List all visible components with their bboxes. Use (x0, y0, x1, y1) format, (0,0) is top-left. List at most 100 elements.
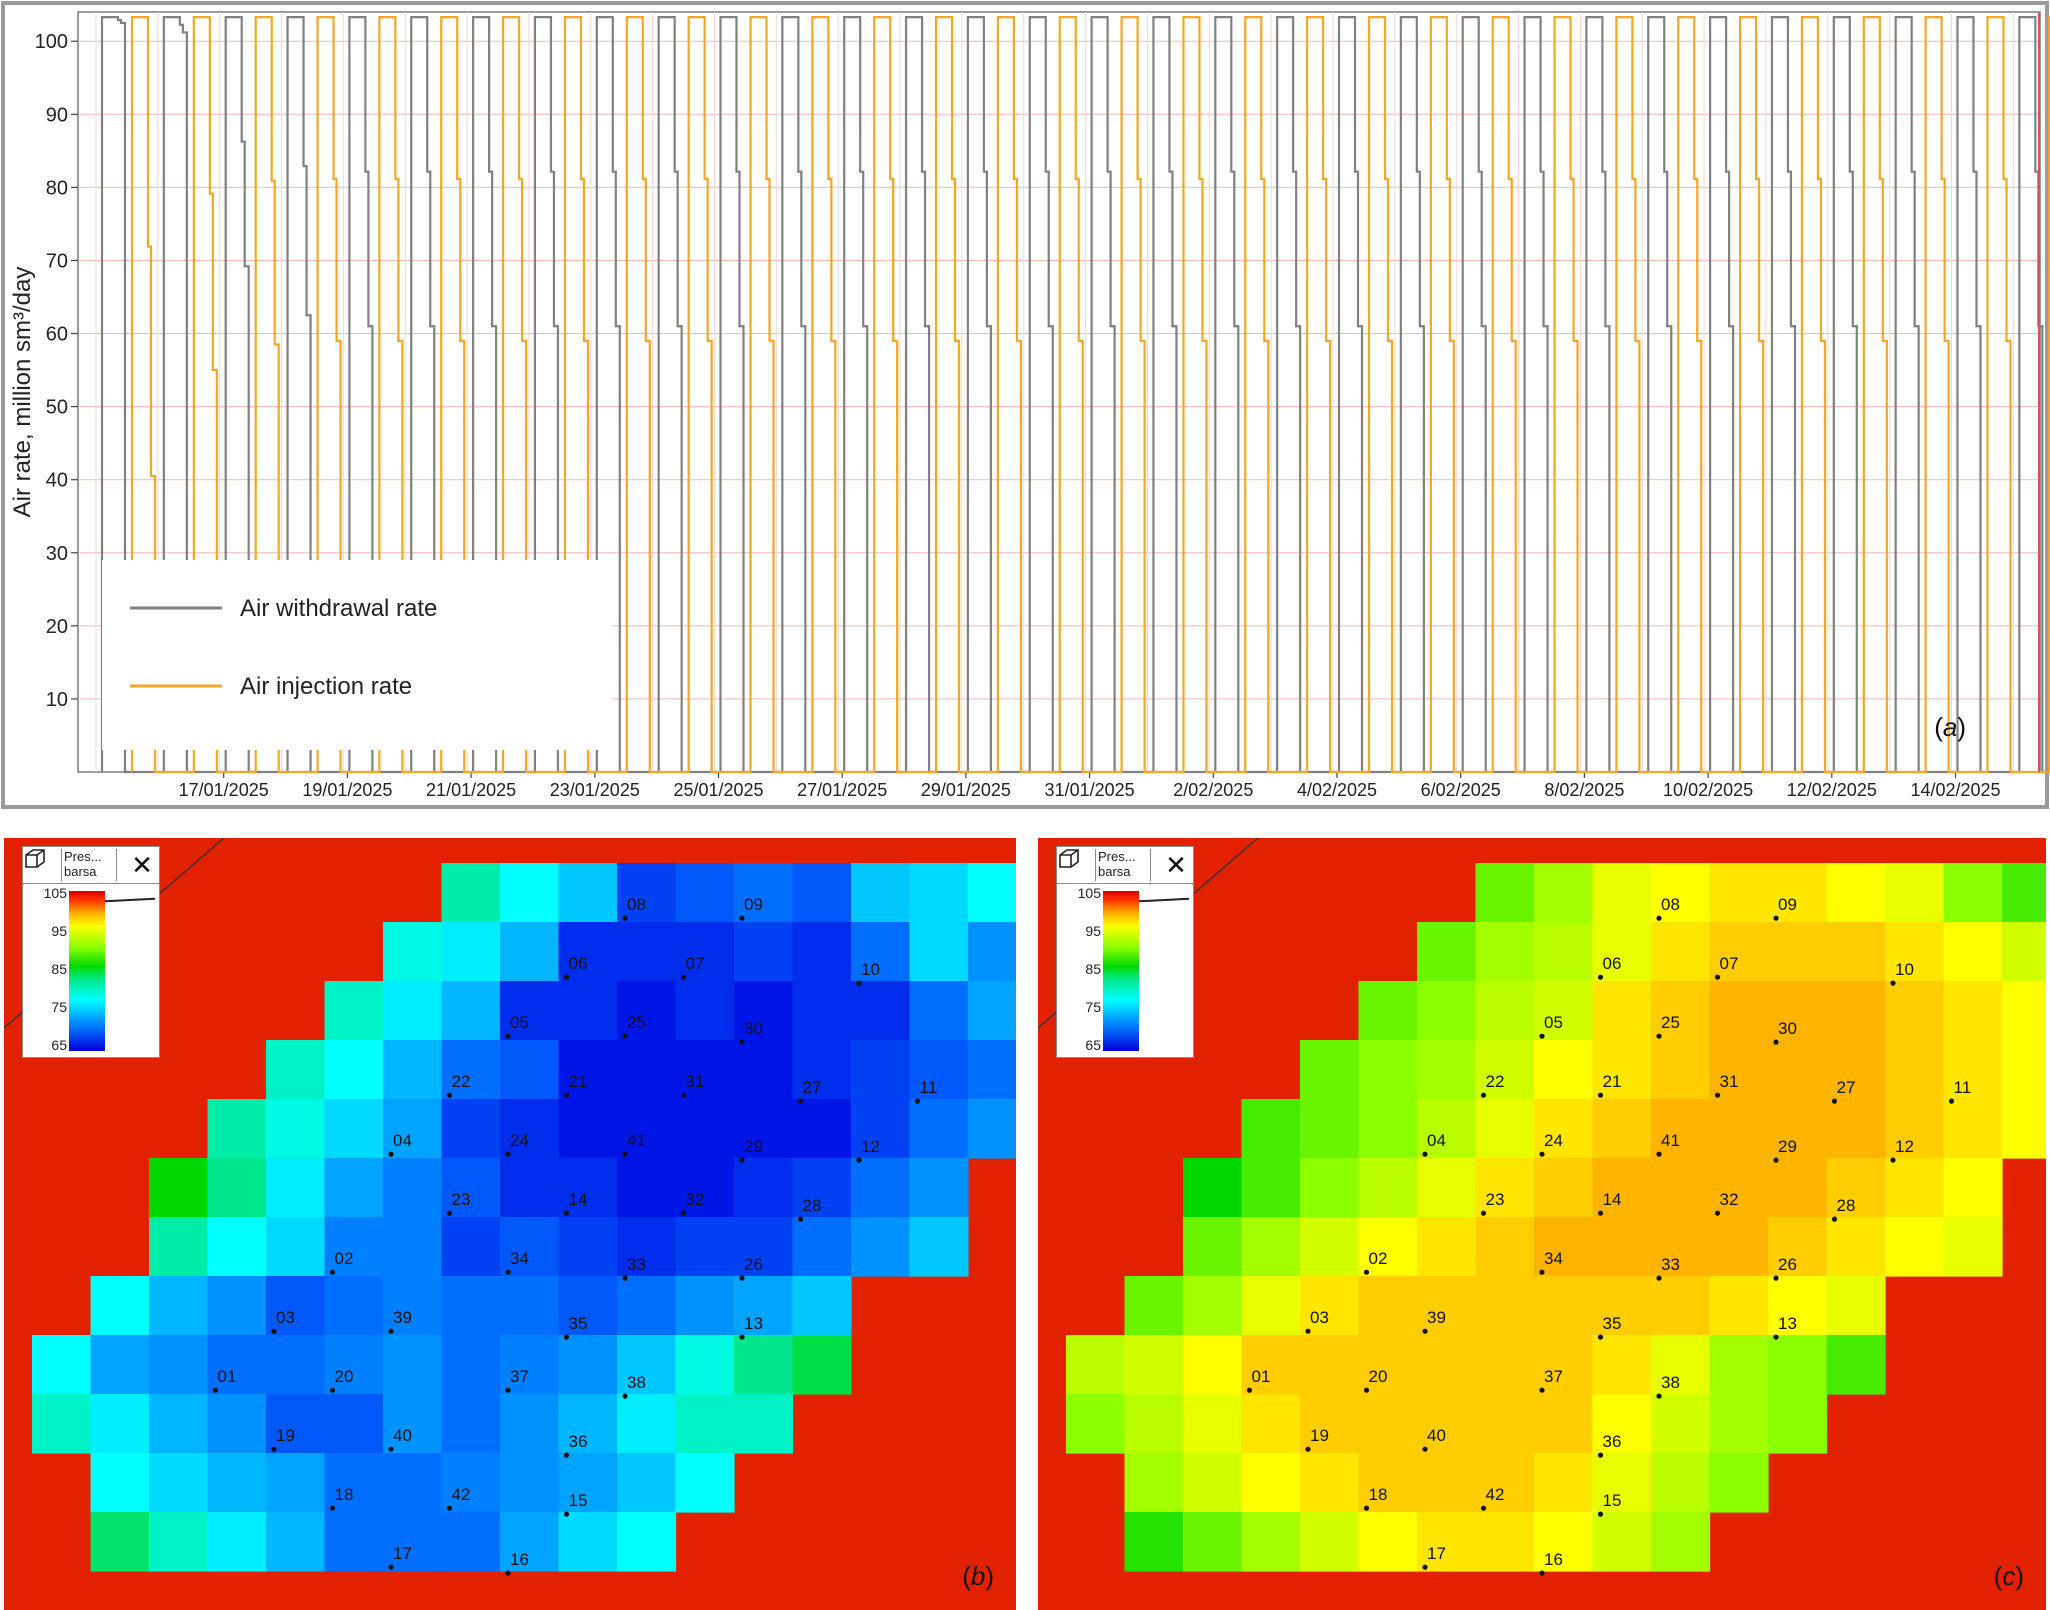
well-marker (1656, 1275, 1662, 1281)
grid-cell (500, 1040, 560, 1100)
grid-cell (1768, 1335, 1828, 1395)
well-label: 24 (510, 1131, 529, 1150)
well-marker (622, 915, 628, 921)
well-marker (271, 1446, 277, 1452)
well-marker (739, 1039, 745, 1045)
well-label: 41 (1661, 1131, 1680, 1150)
grid-cell (1475, 1335, 1535, 1395)
grid-cell (1300, 1335, 1360, 1395)
grid-cell (1768, 1276, 1828, 1336)
grid-cell (266, 1453, 326, 1513)
well-marker (739, 1275, 745, 1281)
grid-cell (1651, 922, 1711, 982)
grid-cell (32, 1394, 92, 1454)
cube-icon[interactable] (23, 847, 47, 871)
grid-cell (1768, 1158, 1828, 1218)
well-label: 23 (452, 1190, 471, 1209)
grid-cell (1417, 1394, 1477, 1454)
grid-cell (851, 981, 911, 1041)
grid-cell (1709, 1040, 1769, 1100)
grid-cell (1534, 1217, 1594, 1277)
grid-cell (1124, 1453, 1184, 1513)
grid-cell (1417, 1158, 1477, 1218)
grid-cell (1358, 1512, 1418, 1572)
grid-cell (149, 1276, 209, 1336)
well-marker (1305, 1446, 1311, 1452)
x-tick-label: 27/01/2025 (797, 780, 887, 800)
well-label: 11 (1954, 1078, 1972, 1097)
grid-cell (1885, 1158, 1945, 1218)
well-label: 37 (510, 1367, 529, 1386)
grid-cell (2002, 1099, 2046, 1159)
close-icon[interactable]: ✕ (1165, 850, 1187, 880)
well-marker (1539, 1387, 1545, 1393)
grid-cell (617, 1099, 677, 1159)
well-marker (1597, 1452, 1604, 1458)
grid-cell (500, 1276, 560, 1336)
well-marker (680, 974, 687, 980)
grid-cell (441, 863, 501, 923)
grid-cell (1826, 1276, 1886, 1336)
grid-cell (1241, 1335, 1301, 1395)
grid-cell (1651, 1217, 1711, 1277)
grid-cell (266, 1512, 326, 1572)
color-ramp (1103, 891, 1139, 1051)
grid-cell (1183, 1158, 1243, 1218)
legend-label-withdrawal: Air withdrawal rate (240, 595, 437, 622)
grid-cell (1592, 1217, 1652, 1277)
y-tick-label: 100 (35, 31, 68, 53)
well-marker (1773, 1334, 1779, 1340)
well-marker (388, 1328, 394, 1334)
grid-cell (2002, 981, 2046, 1041)
grid-cell (734, 1276, 794, 1336)
grid-cell (1358, 1217, 1418, 1277)
well-label: 22 (1486, 1072, 1505, 1091)
well-label: 04 (1427, 1131, 1446, 1150)
pressure-map-panel-b: 08 09 06 07 10 05 25 30 22 21 31 27 11 04 24 41 29 12 23 14… (4, 838, 1016, 1610)
x-tick-label: 17/01/2025 (179, 780, 269, 800)
well-marker (388, 1446, 394, 1452)
legend-header: Pres... barsa ✕ (23, 847, 159, 884)
grid-cell (851, 1158, 911, 1218)
grid-cell (1592, 1099, 1652, 1159)
grid-cell (1592, 922, 1652, 982)
grid-cell (1183, 1453, 1243, 1513)
cube-icon[interactable] (1057, 847, 1081, 871)
grid-cell (675, 1099, 735, 1159)
grid-cell (792, 922, 852, 982)
grid-cell (1475, 981, 1535, 1041)
well-marker (797, 1216, 804, 1222)
grid-cell (1534, 1276, 1594, 1336)
well-marker (1597, 1210, 1604, 1216)
well-label: 20 (1369, 1367, 1388, 1386)
grid-cell (1943, 981, 2003, 1041)
grid-cell (1300, 1099, 1360, 1159)
well-marker (1773, 915, 1779, 921)
grid-cell (968, 1099, 1016, 1159)
well-label: 32 (1720, 1190, 1739, 1209)
close-icon[interactable]: ✕ (131, 850, 153, 880)
well-label: 12 (861, 1137, 880, 1156)
grid-cell (909, 1217, 969, 1277)
well-marker (1363, 1269, 1370, 1275)
grid-cell (1826, 1217, 1886, 1277)
grid-cell (1534, 863, 1594, 923)
well-marker (505, 1387, 511, 1393)
well-marker (329, 1269, 336, 1275)
well-label: 03 (276, 1308, 295, 1327)
grid-cell (1709, 922, 1769, 982)
grid-cell (1768, 981, 1828, 1041)
grid-cell (266, 1217, 326, 1277)
grid-cell (324, 1217, 384, 1277)
grid-cell (909, 863, 969, 923)
well-label: 38 (627, 1373, 646, 1392)
well-marker (1480, 1505, 1487, 1511)
well-label: 28 (1837, 1196, 1856, 1215)
grid-cell (1709, 1276, 1769, 1336)
grid-cell (734, 1335, 794, 1395)
well-label: 27 (1837, 1078, 1856, 1097)
grid-cell (558, 1158, 618, 1218)
grid-cell (1943, 863, 2003, 923)
grid-cell (734, 1040, 794, 1100)
well-label: 16 (510, 1550, 529, 1569)
